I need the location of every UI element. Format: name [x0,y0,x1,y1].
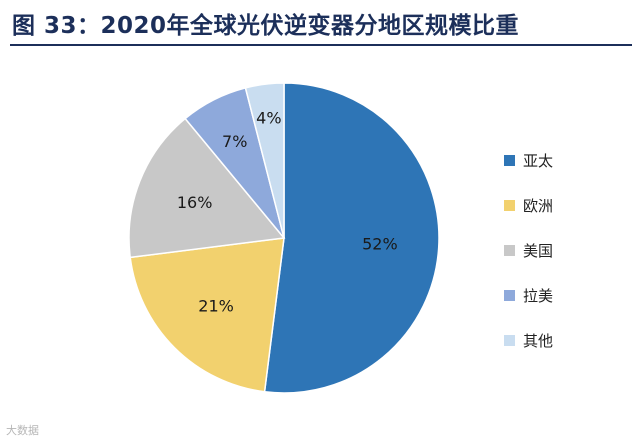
watermark-logo: 大数据 [6,424,39,437]
title-divider [10,44,632,46]
legend-swatch [504,155,515,166]
pie-data-label: 16% [177,193,213,212]
pie-data-label: 21% [198,296,234,315]
legend-label: 亚太 [523,152,554,170]
legend-label: 欧洲 [523,197,554,215]
legend-item: 其他 [504,318,553,363]
legend-item: 亚太 [504,138,553,183]
pie-slice-1 [263,82,440,394]
figure-title: 图 33：2020年全球光伏逆变器分地区规模比重 [12,13,520,39]
legend-label: 拉美 [523,287,554,305]
pie-slice-5 [244,82,285,239]
pie-data-label: 7% [222,132,247,151]
legend-item: 拉美 [504,273,553,318]
legend-label: 其他 [523,332,554,350]
pie-slice-2 [129,237,285,393]
legend-swatch [504,245,515,256]
pie-slice-3 [128,117,286,259]
pie-data-label: 4% [256,109,281,128]
legend-swatch [504,335,515,346]
pie-data-label: 52% [362,235,398,254]
pie-data-labels: 52% 21% 16% 7% 4% [177,109,398,316]
legend-swatch [504,290,515,301]
legend-item: 美国 [504,228,553,273]
legend-swatch [504,200,515,211]
legend-item: 欧洲 [504,183,553,228]
legend-label: 美国 [523,242,554,260]
chart-legend: 亚太欧洲美国拉美其他 [504,138,553,363]
pie-slices [128,82,440,394]
